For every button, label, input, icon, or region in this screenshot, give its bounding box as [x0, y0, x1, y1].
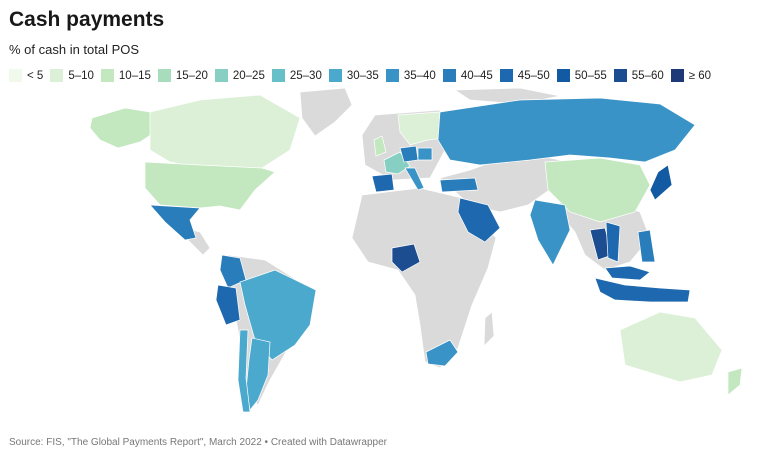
region-nigeria [391, 243, 421, 273]
legend-swatch [499, 69, 513, 82]
legend-item: 20–25 [214, 69, 265, 82]
madagascar [483, 311, 495, 347]
legend-swatch [214, 69, 228, 82]
legend-item: 15–20 [157, 69, 208, 82]
legend-label: 20–25 [232, 69, 265, 82]
greenland [299, 87, 353, 137]
legend-item: 5–10 [50, 69, 94, 82]
legend-item: 45–50 [499, 69, 550, 82]
region-india [529, 199, 571, 266]
region-argentina [245, 337, 271, 411]
legend-item: ≥ 60 [670, 69, 712, 82]
region-mexico [149, 204, 201, 241]
legend-swatch [670, 69, 684, 82]
legend-swatch [100, 69, 114, 82]
legend-item: 30–35 [328, 69, 379, 82]
region-alaska [89, 107, 159, 149]
region-brazil [239, 269, 317, 361]
legend-swatch [328, 69, 342, 82]
region-peru [215, 284, 241, 326]
legend-label: 10–15 [118, 69, 151, 82]
legend-item: 55–60 [613, 69, 664, 82]
legend-swatch [157, 69, 171, 82]
region-italy [404, 167, 425, 191]
color-legend: < 5 5–10 10–15 15–20 20–25 25–30 30–35 3… [9, 69, 718, 82]
region-malaysia [604, 265, 651, 281]
world-map [89, 87, 743, 413]
region-colombia [219, 254, 247, 289]
region-saudi-arabia [457, 197, 501, 243]
region-vietnam [605, 221, 621, 263]
region-australia [619, 311, 723, 383]
legend-swatch [9, 69, 22, 82]
region-united-states [144, 161, 276, 211]
land-data [89, 94, 743, 413]
region-china [544, 157, 651, 223]
source-note: Source: FIS, "The Global Payments Report… [9, 437, 387, 448]
legend-label: 40–45 [460, 69, 493, 82]
region-south-africa [425, 339, 459, 367]
legend-swatch [385, 69, 399, 82]
legend-item: 25–30 [271, 69, 322, 82]
region-spain [371, 173, 395, 193]
legend-label: 25–30 [289, 69, 322, 82]
legend-swatch [271, 69, 285, 82]
legend-label: 30–35 [346, 69, 379, 82]
legend-label: 5–10 [68, 69, 94, 82]
legend-label: 35–40 [403, 69, 436, 82]
legend-swatch [50, 69, 64, 82]
legend-swatch [613, 69, 627, 82]
region-indonesia [594, 277, 691, 303]
legend-label: ≥ 60 [688, 69, 712, 82]
legend-item: 10–15 [100, 69, 151, 82]
legend-item: 40–45 [442, 69, 493, 82]
region-chile [237, 329, 251, 413]
region-philippines [637, 229, 656, 263]
legend-label: 55–60 [631, 69, 664, 82]
region-poland [417, 147, 433, 161]
legend-item: 50–55 [556, 69, 607, 82]
legend-label: 50–55 [574, 69, 607, 82]
region-japan [649, 164, 673, 201]
chart-title: Cash payments [9, 8, 165, 31]
region-russia [437, 97, 696, 166]
legend-item: < 5 [9, 69, 43, 82]
region-new-zealand [727, 367, 743, 396]
legend-item: 35–40 [385, 69, 436, 82]
legend-label: < 5 [27, 69, 44, 82]
chart-subtitle: % of cash in total POS [9, 42, 140, 57]
legend-swatch [556, 69, 570, 82]
region-turkey [439, 177, 479, 193]
legend-swatch [442, 69, 456, 82]
region-united-kingdom [373, 135, 387, 157]
region-canada [149, 94, 301, 169]
legend-label: 15–20 [175, 69, 208, 82]
legend-label: 45–50 [517, 69, 550, 82]
